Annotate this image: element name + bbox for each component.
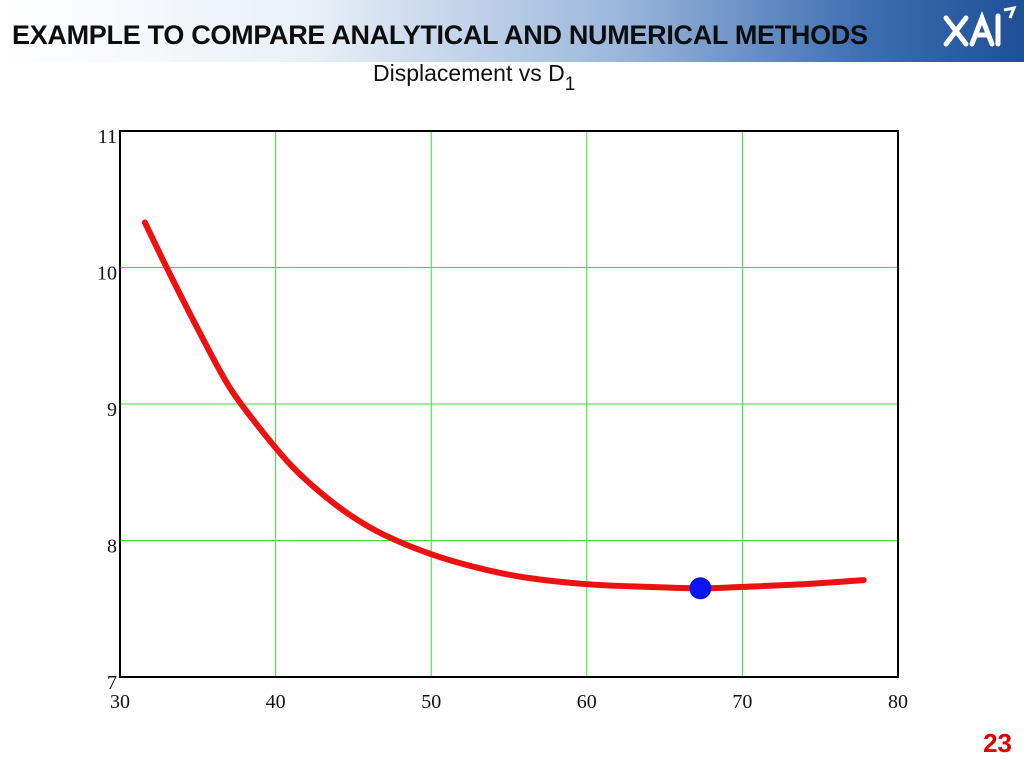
y-tick-label: 11 [98,126,117,148]
marker-layer [689,577,712,600]
chart-title: Displacement vs D1 [373,60,575,95]
x-tick-label: 70 [732,691,752,713]
plot-frame [119,130,899,678]
optimum-point-marker [689,577,712,600]
y-axis-ticks: 7 8 9 10 11 [97,126,117,694]
x-tick-label: 40 [266,691,286,713]
x-tick-label: 30 [110,691,130,713]
x-tick-label: 80 [888,691,908,713]
y-tick-label: 8 [107,536,117,558]
chart-title-subscript: 1 [564,74,576,95]
x-tick-label: 50 [421,691,441,713]
x-axis-ticks: 30 40 50 60 70 80 [110,691,908,713]
page-number: 23 [983,728,1012,758]
header-bar [0,0,1024,62]
xai-logo-icon [943,5,1017,47]
y-tick-label: 9 [107,399,117,421]
chart-title-main: Displacement vs D [373,60,565,86]
series-layer [141,219,867,592]
y-tick-label: 7 [107,672,117,694]
y-tick-label: 10 [97,263,117,285]
series-line-0 [141,219,867,592]
slide-title: EXAMPLE TO COMPARE ANALYTICAL AND NUMERI… [12,20,868,50]
x-tick-label: 60 [577,691,597,713]
chart-grid [120,131,898,677]
